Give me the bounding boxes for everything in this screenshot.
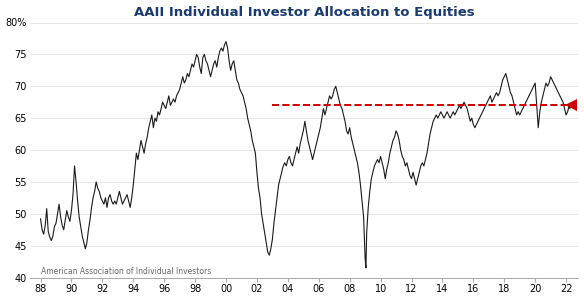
Text: American Association of Individual Investors: American Association of Individual Inves… (40, 267, 211, 276)
Title: AAII Individual Investor Allocation to Equities: AAII Individual Investor Allocation to E… (134, 6, 474, 19)
